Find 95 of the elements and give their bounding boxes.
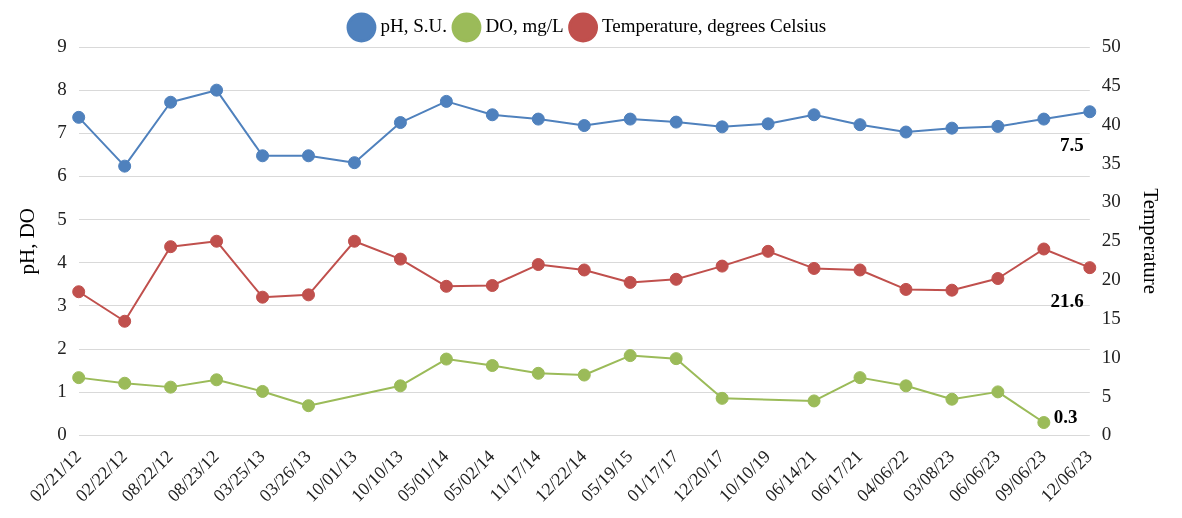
y2-tick-label: 40 (1101, 112, 1121, 134)
y-axis-title: pH, DO (15, 207, 40, 275)
point (485, 359, 499, 373)
point (899, 379, 913, 393)
y-tick-label: 6 (57, 164, 67, 186)
point (1037, 416, 1051, 430)
point (899, 282, 913, 296)
point (531, 112, 545, 126)
point (72, 110, 86, 124)
y2-tick-label: 35 (1101, 151, 1121, 173)
point (623, 349, 637, 363)
point (807, 394, 821, 408)
data-label: 0.3 (1053, 406, 1078, 428)
point (347, 156, 361, 170)
point (531, 366, 545, 380)
point (1037, 112, 1051, 126)
y2-tick-label: 10 (1101, 345, 1121, 367)
point (715, 259, 729, 273)
point (256, 290, 270, 304)
point (623, 112, 637, 126)
point (577, 119, 591, 133)
y2-tick-label: 5 (1101, 384, 1112, 406)
y-tick-label: 2 (57, 337, 67, 359)
point (347, 234, 361, 248)
point (302, 149, 315, 163)
y-tick-label: 4 (57, 250, 68, 272)
y2-tick-label: 45 (1101, 73, 1121, 95)
y-tick-label: 9 (57, 34, 67, 56)
point (72, 285, 86, 299)
point (761, 244, 775, 258)
point (715, 391, 729, 405)
point (256, 149, 270, 163)
y2-tick-label: 25 (1101, 229, 1121, 251)
legend-label: DO, mg/L (485, 15, 564, 37)
y-tick-label: 0 (57, 423, 67, 445)
point (669, 352, 683, 366)
point (1083, 261, 1097, 275)
point (945, 392, 959, 406)
point (761, 117, 775, 131)
point (164, 380, 178, 394)
point (991, 272, 1005, 286)
data-label: 21.6 (1050, 289, 1084, 311)
point (302, 288, 315, 302)
y2-tick-label: 20 (1101, 268, 1121, 290)
point (669, 115, 683, 129)
point (210, 83, 224, 97)
point (945, 121, 959, 135)
point (393, 379, 407, 393)
point (807, 108, 821, 122)
point (72, 371, 86, 385)
point (439, 279, 453, 293)
y-tick-label: 1 (57, 380, 67, 402)
point (164, 95, 178, 109)
y-tick-label: 5 (57, 207, 67, 229)
point (210, 373, 224, 387)
point (853, 118, 867, 132)
point (945, 283, 959, 297)
point (1037, 242, 1051, 256)
point (485, 279, 499, 293)
point (256, 384, 270, 398)
point (118, 314, 132, 328)
legend-label: Temperature, degrees Celsius (602, 15, 827, 37)
y2-tick-label: 15 (1101, 306, 1121, 328)
point (393, 252, 407, 266)
y2-tick-label: 50 (1101, 34, 1121, 56)
y-tick-label: 8 (57, 78, 67, 100)
point (807, 261, 821, 275)
point (164, 240, 178, 254)
point (302, 399, 315, 413)
data-label: 7.5 (1060, 133, 1084, 155)
point (991, 119, 1005, 133)
point (853, 371, 867, 385)
y-tick-label: 7 (57, 121, 67, 143)
point (118, 159, 132, 173)
point (991, 385, 1005, 399)
point (439, 352, 453, 366)
y-tick-label: 3 (57, 293, 67, 315)
y2-axis-title: Temperature (1138, 188, 1163, 295)
point (623, 275, 637, 289)
point (1083, 105, 1097, 119)
y2-tick-label: 0 (1101, 423, 1112, 445)
point (393, 116, 407, 130)
point (118, 376, 132, 390)
point (210, 234, 224, 248)
point (531, 258, 545, 272)
point (439, 94, 453, 108)
point (853, 263, 867, 277)
legend-label: pH, S.U. (380, 15, 447, 37)
point (577, 368, 591, 382)
point (899, 125, 913, 139)
point (715, 120, 729, 134)
point (577, 263, 591, 277)
point (669, 272, 683, 286)
point (485, 108, 499, 122)
y2-tick-label: 30 (1101, 190, 1121, 212)
